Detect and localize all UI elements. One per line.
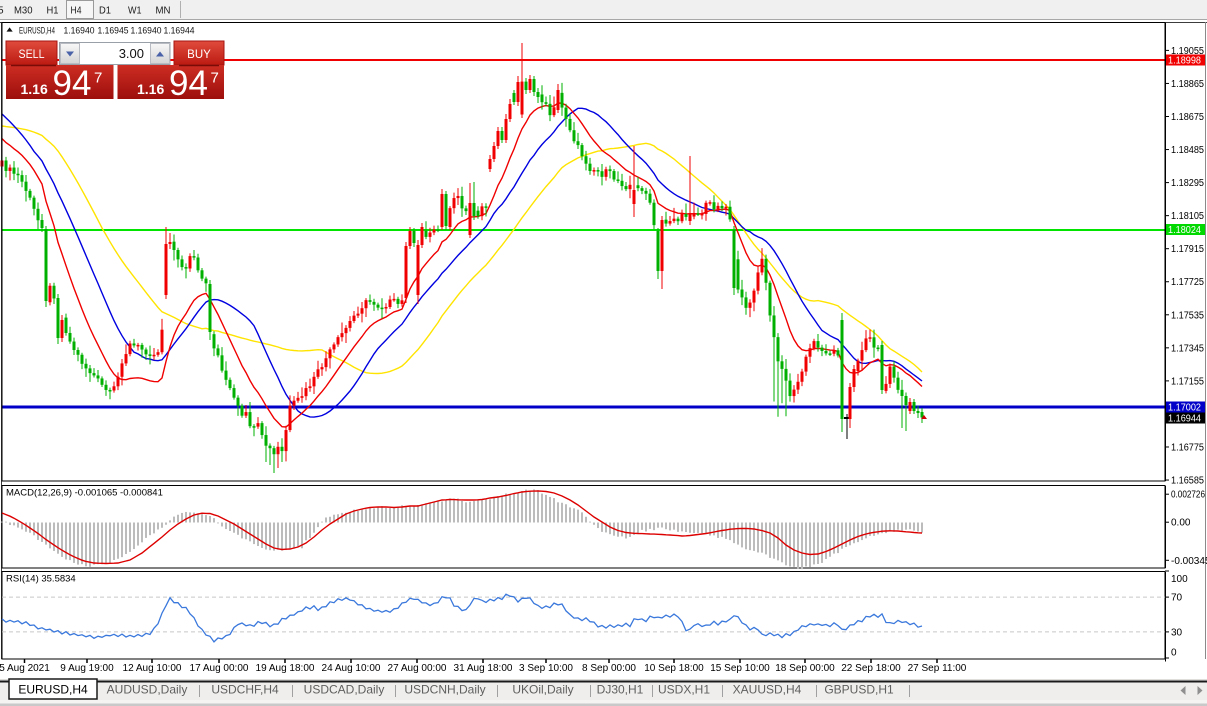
svg-text:0: 0 [1171, 648, 1177, 659]
svg-text:EURUSD,H4: EURUSD,H4 [19, 26, 55, 36]
svg-text:70: 70 [1171, 593, 1183, 604]
svg-text:1.16940: 1.16940 [64, 26, 95, 36]
svg-text:1.16: 1.16 [137, 81, 164, 97]
svg-text:GBPUSD,H1: GBPUSD,H1 [824, 683, 894, 697]
svg-text:USDCHF,H4: USDCHF,H4 [211, 683, 279, 697]
svg-text:BUY: BUY [187, 49, 211, 61]
svg-text:94: 94 [169, 64, 208, 103]
svg-text:31 Aug 18:00: 31 Aug 18:00 [454, 663, 513, 674]
svg-text:3.00: 3.00 [119, 46, 144, 61]
svg-text:19 Aug 18:00: 19 Aug 18:00 [256, 663, 315, 674]
svg-text:1.18024: 1.18024 [1168, 225, 1201, 236]
svg-text:1.17155: 1.17155 [1171, 376, 1204, 387]
svg-text:15 Sep 10:00: 15 Sep 10:00 [710, 663, 770, 674]
svg-text:3 Sep 10:00: 3 Sep 10:00 [519, 663, 573, 674]
svg-text:7: 7 [211, 70, 219, 87]
svg-text:1.17725: 1.17725 [1171, 277, 1204, 288]
svg-text:USDCNH,Daily: USDCNH,Daily [404, 683, 485, 697]
svg-text:D1: D1 [99, 6, 111, 17]
svg-text:10 Sep 18:00: 10 Sep 18:00 [644, 663, 704, 674]
svg-text:MN: MN [156, 6, 171, 17]
svg-text:1.16585: 1.16585 [1171, 476, 1204, 487]
svg-text:1.16775: 1.16775 [1171, 442, 1204, 453]
svg-text:1.18998: 1.18998 [1168, 56, 1201, 67]
svg-text:EURUSD,H4: EURUSD,H4 [18, 683, 88, 697]
svg-text:1.16944: 1.16944 [164, 26, 195, 36]
svg-text:1.17915: 1.17915 [1171, 244, 1204, 255]
svg-text:DJ30,H1: DJ30,H1 [597, 683, 644, 697]
svg-text:9 Aug 19:00: 9 Aug 19:00 [60, 663, 114, 674]
svg-text:-0.003451: -0.003451 [1171, 556, 1207, 567]
svg-text:1.18105: 1.18105 [1171, 211, 1204, 222]
svg-text:12 Aug 10:00: 12 Aug 10:00 [123, 663, 182, 674]
svg-text:24 Aug 10:00: 24 Aug 10:00 [322, 663, 381, 674]
svg-text:AUDUSD,Daily: AUDUSD,Daily [107, 683, 188, 697]
svg-text:22 Sep 18:00: 22 Sep 18:00 [841, 663, 901, 674]
svg-text:SELL: SELL [19, 49, 46, 61]
svg-text:1.18865: 1.18865 [1171, 79, 1204, 90]
svg-text:W1: W1 [128, 6, 142, 17]
svg-text:XAUUSD,H4: XAUUSD,H4 [733, 683, 802, 697]
svg-text:1.16945: 1.16945 [98, 26, 129, 36]
svg-text:UKOil,Daily: UKOil,Daily [512, 683, 573, 697]
svg-text:1.18295: 1.18295 [1171, 178, 1204, 189]
svg-text:0.002726: 0.002726 [1171, 490, 1205, 501]
svg-text:17 Aug 00:00: 17 Aug 00:00 [190, 663, 249, 674]
svg-text:27 Aug 00:00: 27 Aug 00:00 [388, 663, 447, 674]
svg-text:1.19055: 1.19055 [1171, 46, 1204, 57]
svg-text:0.00: 0.00 [1171, 518, 1191, 529]
svg-text:USDX,H1: USDX,H1 [658, 683, 710, 697]
svg-text:1.16944: 1.16944 [1168, 414, 1201, 425]
svg-text:H4: H4 [71, 6, 82, 17]
svg-text:MACD(12,26,9) -0.001065 -0.000: MACD(12,26,9) -0.001065 -0.000841 [6, 488, 163, 499]
svg-text:94: 94 [53, 64, 92, 103]
svg-text:8 Sep 00:00: 8 Sep 00:00 [582, 663, 636, 674]
svg-text:27 Sep 11:00: 27 Sep 11:00 [908, 663, 967, 674]
svg-text:100: 100 [1171, 574, 1188, 585]
svg-text:H1: H1 [47, 6, 59, 17]
svg-text:USDCAD,Daily: USDCAD,Daily [304, 683, 385, 697]
svg-text:5: 5 [0, 6, 4, 17]
svg-text:1.16940: 1.16940 [131, 26, 162, 36]
svg-text:30: 30 [1171, 627, 1183, 638]
svg-text:RSI(14) 35.5834: RSI(14) 35.5834 [6, 574, 76, 585]
svg-text:1.16: 1.16 [21, 81, 48, 97]
svg-text:1.18675: 1.18675 [1171, 112, 1204, 123]
svg-text:5 Aug 2021: 5 Aug 2021 [0, 663, 50, 674]
svg-text:1.18485: 1.18485 [1171, 145, 1204, 156]
svg-text:1.17002: 1.17002 [1168, 403, 1201, 414]
svg-text:M30: M30 [14, 6, 33, 17]
svg-text:7: 7 [94, 70, 102, 87]
svg-text:1.17345: 1.17345 [1171, 343, 1204, 354]
svg-text:18 Sep 00:00: 18 Sep 00:00 [775, 663, 835, 674]
svg-text:1.17535: 1.17535 [1171, 310, 1204, 321]
